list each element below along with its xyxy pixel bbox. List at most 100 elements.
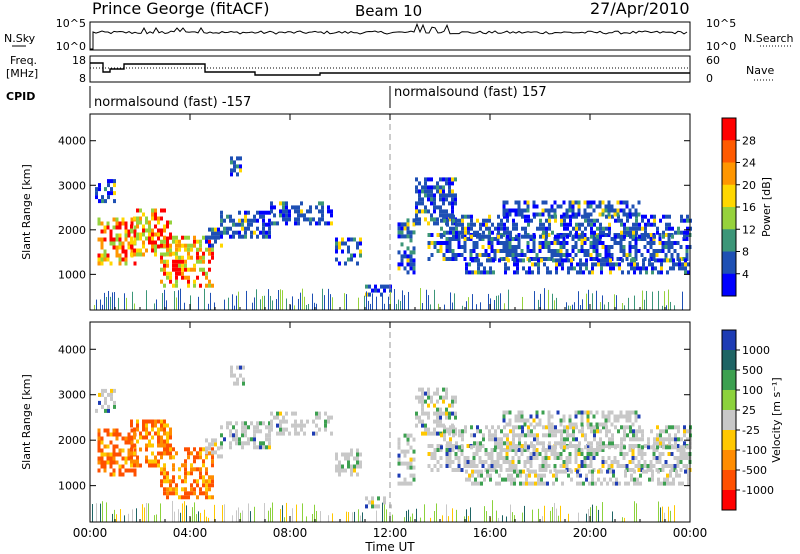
scatter-cell xyxy=(666,270,669,275)
scatter-cell xyxy=(196,483,199,488)
scatter-cell xyxy=(236,377,239,382)
noise-stripe xyxy=(386,509,387,522)
scatter-cell xyxy=(397,473,401,478)
scatter-cell xyxy=(641,445,644,450)
scatter-cell xyxy=(130,455,133,460)
scatter-cell xyxy=(610,422,614,427)
scatter-cell xyxy=(491,437,494,442)
scatter-cell xyxy=(113,199,116,204)
noise-stripe xyxy=(438,303,439,310)
scatter-cell xyxy=(461,230,464,235)
scatter-cell xyxy=(552,481,555,486)
freq-frame xyxy=(89,55,691,83)
scatter-cell xyxy=(631,245,635,249)
scatter-cell xyxy=(430,241,434,245)
colorbar-tick-label: 100 xyxy=(742,384,763,397)
scatter-cell xyxy=(235,421,238,426)
noise-stripe xyxy=(118,297,119,310)
scatter-cell xyxy=(608,214,611,219)
scatter-cell xyxy=(166,224,169,229)
scatter-cell xyxy=(609,477,612,482)
scatter-cell xyxy=(641,433,644,438)
scatter-cell xyxy=(527,214,530,219)
scatter-cell xyxy=(684,266,687,271)
scatter-cell xyxy=(505,237,509,241)
scatter-cell xyxy=(567,258,570,263)
scatter-cell xyxy=(160,455,163,460)
scatter-cell xyxy=(172,467,175,472)
scatter-cell xyxy=(127,440,131,445)
scatter-cell xyxy=(547,464,551,468)
scatter-cell xyxy=(541,208,545,213)
scatter-cell xyxy=(568,452,572,456)
scatter-cell xyxy=(448,456,452,460)
scatter-cell xyxy=(678,473,681,478)
scatter-cell xyxy=(589,456,593,460)
scatter-cell xyxy=(235,433,238,438)
noise-stripe xyxy=(668,506,669,522)
scatter-cell xyxy=(526,204,530,209)
noise-stripe xyxy=(222,505,223,522)
scatter-cell xyxy=(672,481,675,486)
scatter-cell xyxy=(238,222,241,227)
scatter-cell xyxy=(439,415,442,420)
scatter-cell xyxy=(517,241,521,245)
scatter-cell xyxy=(528,473,531,478)
scatter-cell xyxy=(681,262,684,267)
scatter-cell xyxy=(454,201,457,206)
scatter-cell xyxy=(427,209,430,214)
scatter-cell xyxy=(610,237,614,241)
scatter-cell xyxy=(208,235,211,240)
scatter-cell xyxy=(526,245,530,249)
scatter-cell xyxy=(586,249,590,253)
scatter-cell xyxy=(118,464,122,469)
scatter-cell xyxy=(205,479,208,484)
scatter-cell xyxy=(662,214,665,219)
scatter-cell xyxy=(415,411,418,416)
scatter-cell xyxy=(430,444,434,448)
scatter-cell xyxy=(335,456,338,461)
scatter-cell xyxy=(668,226,671,231)
cpid-mode-1: normalsound (fast) -157 xyxy=(94,95,251,110)
scatter-cell xyxy=(623,425,626,430)
scatter-cell xyxy=(97,253,101,258)
scatter-cell xyxy=(184,235,187,240)
scatter-cell xyxy=(400,262,404,267)
scatter-cell xyxy=(421,185,424,190)
scatter-cell xyxy=(562,448,566,452)
scatter-cell xyxy=(436,205,439,210)
noise-stripe xyxy=(112,513,113,522)
scatter-cell xyxy=(470,222,473,227)
scatter-cell xyxy=(542,425,545,430)
scatter-cell xyxy=(541,410,545,415)
scatter-cell xyxy=(178,243,181,248)
scatter-cell xyxy=(531,262,534,267)
scatter-cell xyxy=(511,448,515,452)
scatter-cell xyxy=(454,177,457,182)
scatter-cell xyxy=(536,437,539,442)
scatter-cell xyxy=(430,193,433,198)
scatter-cell xyxy=(160,216,163,221)
scatter-cell xyxy=(154,455,157,460)
scatter-cell xyxy=(484,452,488,456)
scatter-cell xyxy=(451,395,454,400)
scatter-cell xyxy=(685,237,689,241)
scatter-cell xyxy=(154,419,157,424)
scatter-cell xyxy=(100,253,104,258)
scatter-cell xyxy=(163,471,166,476)
scatter-cell xyxy=(130,224,133,229)
scatter-cell xyxy=(211,455,214,460)
y-tick-label: 4000 xyxy=(58,135,86,148)
scatter-cell xyxy=(544,208,548,213)
scatter-cell xyxy=(614,425,617,430)
noise-stripe xyxy=(636,503,637,522)
noise-stripe xyxy=(454,293,455,310)
scatter-cell xyxy=(494,429,497,434)
scatter-cell xyxy=(622,253,626,257)
noise-stripe xyxy=(204,509,205,522)
scatter-cell xyxy=(586,418,590,423)
scatter-cell xyxy=(602,226,605,231)
scatter-cell xyxy=(350,448,353,453)
scatter-cell xyxy=(268,421,271,426)
scatter-cell xyxy=(579,481,582,486)
